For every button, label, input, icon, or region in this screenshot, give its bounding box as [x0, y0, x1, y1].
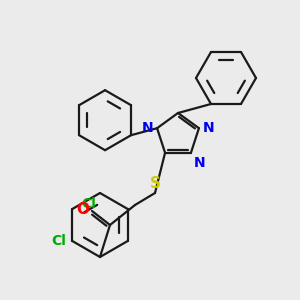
- Text: O: O: [76, 202, 89, 217]
- Text: Cl: Cl: [51, 234, 66, 248]
- Text: N: N: [142, 121, 153, 135]
- Text: N: N: [194, 156, 206, 170]
- Text: N: N: [203, 121, 214, 135]
- Text: S: S: [149, 176, 161, 191]
- Text: Cl: Cl: [81, 197, 96, 211]
